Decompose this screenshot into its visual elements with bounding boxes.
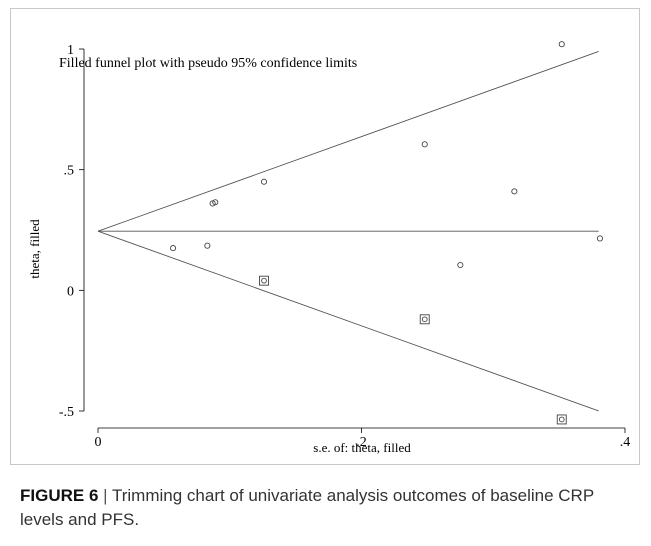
y-tick-label: -.5 — [59, 405, 74, 420]
x-tick-label: .2 — [356, 435, 367, 450]
study-point — [558, 41, 565, 48]
caption-label: FIGURE 6 — [20, 486, 99, 505]
data-points — [170, 41, 604, 425]
y-tick-label: 0 — [67, 284, 74, 299]
upper-confidence-limit — [97, 51, 599, 232]
figure-frame: Filled funnel plot with pseudo 95% confi… — [10, 8, 640, 465]
filled-study-point — [419, 314, 430, 325]
study-point — [212, 199, 219, 206]
caption-text: Trimming chart of univariate analysis ou… — [20, 486, 594, 529]
study-point — [260, 178, 268, 185]
funnel-lines — [97, 51, 599, 412]
study-point — [596, 235, 604, 242]
y-tick-label: .5 — [64, 164, 75, 179]
filled-marker-square — [259, 275, 269, 286]
filled-marker-circle — [421, 316, 428, 323]
y-axis-label: theta, filled — [27, 219, 42, 279]
study-point — [511, 188, 518, 195]
y-tick-label: 1 — [67, 43, 74, 58]
figure-caption: FIGURE 6 | Trimming chart of univariate … — [20, 484, 640, 532]
x-axis-label: s.e. of: theta, filled — [313, 440, 411, 455]
filled-marker-square — [419, 314, 430, 325]
study-point — [421, 141, 428, 148]
funnel-plot: Filled funnel plot with pseudo 95% confi… — [27, 41, 630, 455]
study-point — [457, 261, 464, 269]
filled-marker-circle — [261, 277, 267, 284]
x-tick-label: 0 — [95, 435, 102, 450]
lower-confidence-limit — [97, 230, 599, 412]
x-tick-label: .4 — [620, 435, 631, 450]
caption-separator: | — [103, 486, 108, 505]
study-point — [170, 245, 177, 252]
chart-title: Filled funnel plot with pseudo 95% confi… — [59, 56, 357, 71]
filled-study-point — [556, 414, 567, 425]
filled-marker-circle — [558, 416, 565, 423]
axes: -.5 0 .5 1 0 .2 .4 — [59, 43, 630, 450]
study-point — [204, 242, 211, 249]
filled-study-point — [259, 275, 269, 286]
filled-marker-square — [556, 414, 567, 425]
